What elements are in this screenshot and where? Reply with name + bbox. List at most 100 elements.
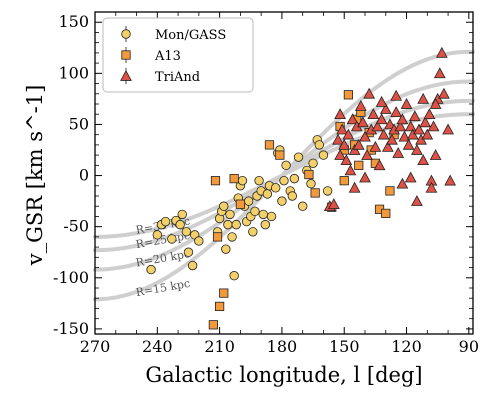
model-curves bbox=[93, 49, 475, 302]
point-triangle-10 bbox=[346, 113, 359, 125]
point-triangle-33 bbox=[394, 120, 407, 132]
point-circle-47 bbox=[287, 191, 298, 201]
point-triangle-31 bbox=[390, 106, 403, 117]
point-triangle-62 bbox=[444, 174, 457, 186]
point-circle-18 bbox=[223, 219, 233, 230]
point-circle-1 bbox=[152, 230, 163, 240]
point-circle-16 bbox=[219, 201, 229, 211]
point-square-7 bbox=[264, 140, 275, 150]
point-circle-57 bbox=[322, 186, 333, 196]
point-triangle-56 bbox=[417, 92, 430, 104]
point-triangle-42 bbox=[413, 123, 425, 135]
point-circle-56 bbox=[318, 150, 329, 160]
point-triangle-34 bbox=[396, 113, 409, 125]
point-triangle-44 bbox=[417, 154, 430, 166]
point-circle-36 bbox=[260, 219, 271, 230]
point-triangle-5 bbox=[336, 123, 349, 135]
point-triangle-32 bbox=[392, 147, 405, 158]
point-triangle-23 bbox=[373, 159, 386, 171]
plot-frame bbox=[94, 11, 474, 335]
point-circle-37 bbox=[262, 189, 273, 199]
y-tick-label: 150 bbox=[58, 12, 89, 31]
x-tick-label: 120 bbox=[391, 337, 422, 356]
point-circle-33 bbox=[254, 175, 264, 186]
point-square-5 bbox=[229, 174, 239, 184]
point-triangle-59 bbox=[425, 181, 438, 193]
y-tick-label: -100 bbox=[53, 268, 89, 287]
point-triangle-40 bbox=[408, 110, 421, 122]
point-triangle-37 bbox=[402, 138, 415, 150]
point-circle-30 bbox=[248, 227, 258, 237]
point-triangle-16 bbox=[359, 130, 371, 142]
point-circle-43 bbox=[277, 196, 287, 206]
y-tick-label: 0 bbox=[79, 166, 89, 185]
point-circle-52 bbox=[306, 179, 316, 189]
point-triangle-25 bbox=[377, 128, 390, 140]
axis-ticks: 270 240 210 180 150 120 90 -150 -100 -50 0 50 100 150 bbox=[53, 12, 479, 356]
point-triangle-22 bbox=[371, 120, 384, 132]
x-tick-label: 240 bbox=[142, 337, 173, 356]
data-markers bbox=[146, 46, 457, 330]
point-triangle-35 bbox=[398, 130, 411, 142]
point-triangle-46 bbox=[421, 128, 434, 140]
point-circle-31 bbox=[250, 206, 260, 217]
point-triangle-17 bbox=[361, 149, 373, 160]
point-triangle-8 bbox=[342, 128, 355, 140]
point-circle-9 bbox=[183, 247, 194, 257]
point-triangle-20 bbox=[367, 108, 380, 120]
point-circle-53 bbox=[308, 158, 318, 168]
point-square-13 bbox=[339, 176, 349, 186]
point-triangle-52 bbox=[433, 67, 446, 79]
legend-label-0: Mon/GASS bbox=[155, 28, 226, 43]
point-triangle-38 bbox=[404, 120, 417, 132]
point-triangle-4 bbox=[334, 149, 346, 160]
point-triangle-50 bbox=[429, 149, 442, 160]
y-tick-label: -50 bbox=[63, 217, 89, 236]
point-triangle-24 bbox=[375, 113, 388, 125]
y-tick-label: 50 bbox=[69, 114, 89, 133]
point-triangle-36 bbox=[400, 97, 413, 109]
point-triangle-66 bbox=[359, 171, 371, 183]
point-circle-39 bbox=[266, 211, 277, 222]
point-triangle-60 bbox=[348, 181, 361, 193]
y-tick-label: -150 bbox=[53, 319, 89, 338]
point-triangle-57 bbox=[404, 171, 417, 183]
point-circle-40 bbox=[270, 183, 281, 193]
point-square-25 bbox=[385, 186, 395, 196]
point-circle-4 bbox=[167, 234, 177, 244]
point-square-18 bbox=[354, 160, 364, 170]
point-circle-45 bbox=[281, 160, 291, 171]
point-triangle-2 bbox=[332, 133, 344, 145]
point-triangle-41 bbox=[411, 143, 423, 155]
point-circle-55 bbox=[314, 140, 325, 150]
point-triangle-54 bbox=[438, 87, 450, 99]
point-triangle-47 bbox=[423, 108, 436, 120]
point-triangle-1 bbox=[327, 198, 340, 209]
point-triangle-63 bbox=[442, 123, 454, 135]
point-square-8 bbox=[275, 150, 285, 160]
point-circle-20 bbox=[227, 232, 237, 242]
point-circle-48 bbox=[289, 173, 300, 184]
y-axis-label: v_GSR [km s^-1] bbox=[23, 85, 47, 267]
point-square-15 bbox=[343, 90, 353, 100]
point-triangle-21 bbox=[369, 140, 382, 152]
point-triangle-65 bbox=[375, 95, 388, 107]
x-tick-label: 210 bbox=[204, 337, 235, 356]
point-circle-3 bbox=[160, 216, 171, 227]
y-tick-label: 100 bbox=[58, 63, 89, 82]
point-circle-35 bbox=[258, 209, 268, 220]
point-square-24 bbox=[381, 208, 391, 218]
point-triangle-3 bbox=[334, 108, 346, 120]
point-circle-10 bbox=[187, 260, 198, 271]
legend-marker-1 bbox=[121, 50, 131, 60]
point-circle-50 bbox=[297, 201, 308, 211]
legend: Mon/GASS A13 TriAnd bbox=[102, 17, 254, 93]
point-triangle-18 bbox=[363, 87, 376, 99]
x-tick-label: 90 bbox=[459, 337, 479, 356]
point-circle-28 bbox=[243, 196, 254, 206]
point-triangle-64 bbox=[390, 89, 403, 101]
legend-label-1: A13 bbox=[154, 49, 181, 64]
point-circle-17 bbox=[221, 244, 231, 254]
point-circle-25 bbox=[237, 175, 248, 186]
